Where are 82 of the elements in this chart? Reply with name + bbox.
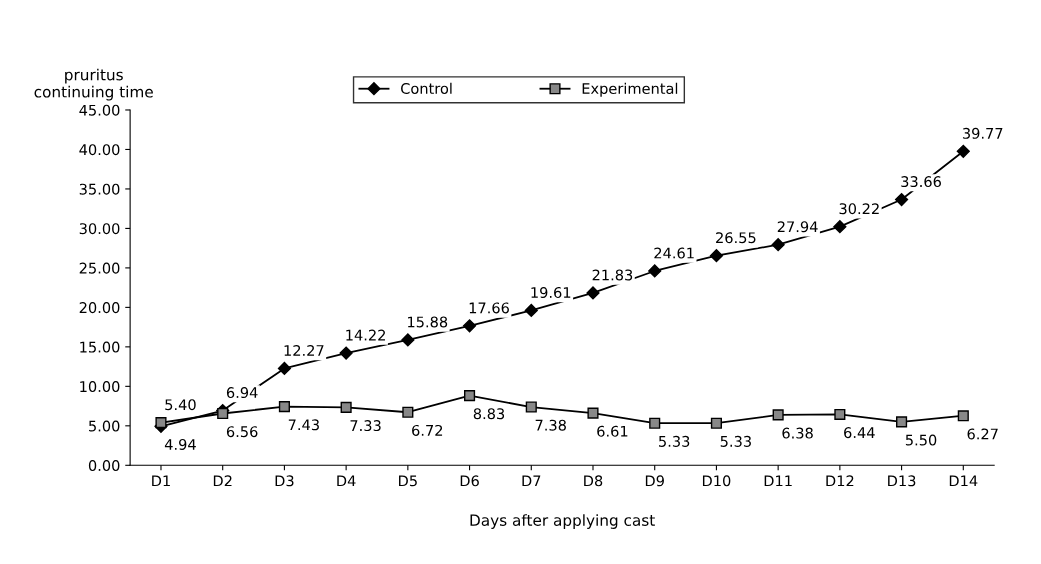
point	[771, 238, 785, 252]
x-tick-label: D7	[522, 475, 541, 487]
point	[587, 407, 599, 419]
x-tick-label: D3	[275, 475, 294, 487]
point	[709, 249, 724, 263]
data-label: 19.61	[531, 286, 571, 299]
y-tick-label: 0.00	[88, 460, 120, 472]
y-tick-label: 30.00	[79, 223, 120, 235]
data-label: 26.55	[716, 232, 756, 244]
data-label: 33.66	[901, 176, 941, 188]
x-tick-label: D9	[645, 475, 664, 487]
data-label: 14.22	[346, 329, 385, 341]
point	[462, 319, 477, 333]
y-axis-title: pruritus continuing time	[34, 68, 153, 101]
y-tick-label: 5.00	[89, 420, 120, 432]
data-label: 24.61	[654, 247, 694, 259]
data-label: 6.94	[226, 387, 258, 399]
x-tick-label: D8	[584, 475, 603, 487]
data-label: 6.44	[844, 427, 875, 439]
y-tick-label: 10.00	[80, 381, 120, 393]
point	[772, 409, 784, 421]
data-label: 39.77	[962, 127, 1003, 139]
y-tick-label: 40.00	[79, 144, 120, 156]
x-tick-label: D13	[888, 475, 916, 487]
data-label: 5.33	[720, 435, 751, 447]
data-label: 5.40	[165, 399, 196, 411]
data-label: 12.27	[284, 344, 324, 356]
point	[956, 144, 970, 158]
point	[834, 408, 846, 421]
data-label: 7.38	[535, 419, 566, 431]
data-label: 15.88	[408, 316, 448, 328]
data-label: 5.50	[905, 434, 937, 446]
y-tick-label: 35.00	[79, 183, 120, 195]
x-tick-label: D5	[399, 475, 417, 487]
legend-label: Experimental	[582, 82, 678, 97]
data-label: 30.22	[839, 203, 879, 215]
x-axis-title: Days after applying cast	[470, 514, 655, 529]
point	[649, 417, 661, 429]
x-tick-label: D14	[949, 475, 978, 487]
point	[155, 417, 167, 429]
x-tick-label: D4	[337, 475, 356, 487]
point	[710, 417, 722, 429]
point	[278, 401, 290, 413]
x-tick-label: D12	[826, 475, 854, 487]
data-label: 27.94	[777, 221, 818, 233]
data-label: 8.83	[473, 408, 505, 420]
data-label: 7.43	[288, 419, 319, 431]
x-tick-label: D6	[460, 475, 479, 487]
data-label: 21.83	[592, 269, 633, 281]
data-label: 4.94	[164, 438, 196, 450]
data-label: 7.33	[350, 420, 381, 432]
legend-label: Control	[401, 82, 452, 95]
data-label: 6.38	[782, 427, 813, 439]
point	[401, 333, 415, 347]
point	[402, 406, 414, 418]
x-tick-label: D11	[764, 475, 792, 487]
point	[586, 286, 600, 300]
y-tick-label: 25.00	[79, 262, 120, 274]
y-tick-label: 15.00	[80, 341, 120, 353]
point	[957, 410, 969, 422]
point	[340, 401, 352, 413]
point	[896, 416, 908, 428]
x-tick-label: D10	[702, 475, 731, 487]
data-label: 6.56	[226, 426, 258, 438]
data-label: 6.61	[597, 425, 628, 437]
point	[217, 407, 229, 420]
x-tick-label: D1	[152, 475, 170, 487]
x-tick-label: D2	[213, 475, 232, 487]
data-label: 6.72	[412, 424, 443, 436]
point	[525, 401, 537, 413]
y-tick-label: 45.00	[79, 104, 120, 116]
point	[833, 220, 847, 234]
data-label: 5.33	[659, 435, 690, 447]
point	[648, 264, 662, 278]
y-tick-label: 20.00	[79, 302, 120, 314]
data-label: 6.27	[967, 428, 998, 440]
data-label: 17.66	[469, 302, 509, 314]
point	[339, 346, 353, 360]
point	[464, 390, 476, 402]
point	[524, 303, 538, 318]
point	[277, 361, 292, 376]
point	[894, 192, 909, 207]
